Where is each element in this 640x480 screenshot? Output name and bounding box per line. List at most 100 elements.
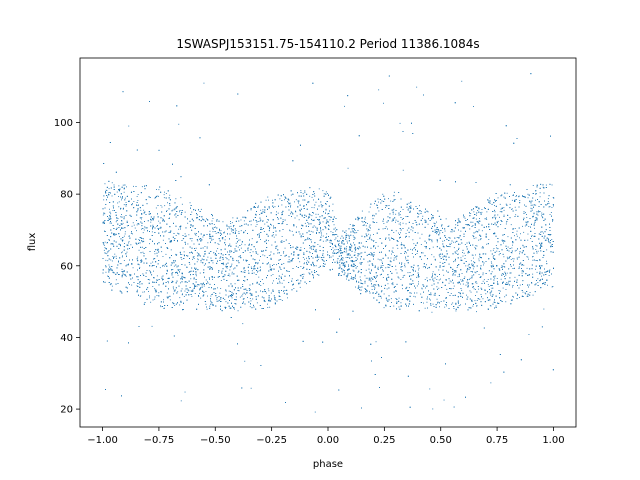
data-point <box>264 206 266 208</box>
data-point <box>431 254 433 256</box>
data-point <box>449 243 451 245</box>
data-point <box>440 301 442 302</box>
data-point <box>314 411 316 413</box>
data-point <box>234 231 236 233</box>
data-point <box>162 239 164 241</box>
data-point <box>123 235 125 237</box>
data-point <box>173 265 175 267</box>
data-point <box>464 244 466 245</box>
data-point <box>273 269 275 270</box>
data-point <box>386 277 388 279</box>
data-point <box>291 260 293 262</box>
data-point <box>118 261 119 263</box>
data-point <box>478 223 480 225</box>
data-point <box>224 299 226 300</box>
data-point <box>196 233 197 234</box>
data-point <box>497 220 499 222</box>
data-point <box>546 249 548 251</box>
data-point <box>532 256 533 258</box>
data-point <box>330 240 332 241</box>
data-point <box>369 238 371 240</box>
data-point <box>299 282 301 284</box>
data-point <box>351 265 353 267</box>
data-point <box>115 257 117 259</box>
data-point <box>448 282 450 284</box>
data-point <box>289 230 291 232</box>
data-point <box>491 203 493 205</box>
data-point <box>175 207 177 209</box>
data-point <box>311 215 313 217</box>
data-point <box>421 287 423 289</box>
data-point <box>385 267 387 269</box>
data-point <box>121 252 122 254</box>
data-point <box>245 260 247 262</box>
data-point <box>543 308 545 310</box>
data-point <box>335 230 336 232</box>
data-point <box>489 197 490 199</box>
data-point <box>132 267 134 269</box>
data-point <box>516 235 518 237</box>
data-point <box>514 206 516 208</box>
data-point <box>533 223 535 225</box>
data-point <box>298 219 300 221</box>
data-point <box>174 209 176 211</box>
data-point <box>444 306 446 308</box>
data-point <box>454 251 456 253</box>
data-point <box>126 264 128 266</box>
data-point <box>475 295 476 296</box>
data-point <box>373 240 375 242</box>
data-point <box>195 275 197 277</box>
data-point <box>344 105 345 107</box>
data-point <box>205 279 207 281</box>
data-point <box>199 289 200 291</box>
data-point <box>277 212 279 214</box>
data-point <box>237 310 239 312</box>
data-point <box>383 223 385 224</box>
data-point <box>436 286 438 288</box>
data-point <box>230 225 232 227</box>
data-point <box>513 258 515 260</box>
data-point <box>247 250 249 251</box>
data-point <box>284 199 285 201</box>
data-point <box>457 253 459 255</box>
data-point <box>348 265 349 267</box>
data-point <box>487 279 489 280</box>
chart-title: 1SWASPJ153151.75-154110.2 Period 11386.1… <box>176 37 479 51</box>
data-point <box>267 288 269 290</box>
data-point <box>234 308 235 310</box>
data-point <box>427 211 429 213</box>
data-point <box>111 222 112 224</box>
data-point <box>255 263 257 264</box>
data-point <box>477 210 479 211</box>
data-point <box>432 408 434 410</box>
data-point <box>385 205 387 207</box>
data-point <box>324 226 326 228</box>
data-point <box>510 259 512 260</box>
data-point <box>258 205 259 207</box>
data-point <box>321 234 322 236</box>
data-point <box>161 206 163 208</box>
data-point <box>165 253 167 255</box>
data-point <box>133 201 135 202</box>
data-point <box>497 197 499 199</box>
data-point <box>469 290 471 292</box>
data-point <box>436 233 438 235</box>
data-point <box>203 219 205 220</box>
data-point <box>548 206 550 208</box>
data-point <box>247 247 249 249</box>
data-point <box>459 243 461 245</box>
data-point <box>279 292 280 294</box>
data-point <box>114 253 116 255</box>
data-point <box>522 250 524 252</box>
data-point <box>264 290 265 292</box>
data-point <box>240 247 242 249</box>
data-point <box>499 211 501 213</box>
data-point <box>168 282 169 284</box>
data-point <box>308 251 310 253</box>
data-point <box>273 280 274 282</box>
data-point <box>516 230 518 232</box>
data-point <box>184 233 186 235</box>
data-point <box>491 290 493 292</box>
data-point <box>517 293 519 295</box>
data-point <box>108 193 109 195</box>
